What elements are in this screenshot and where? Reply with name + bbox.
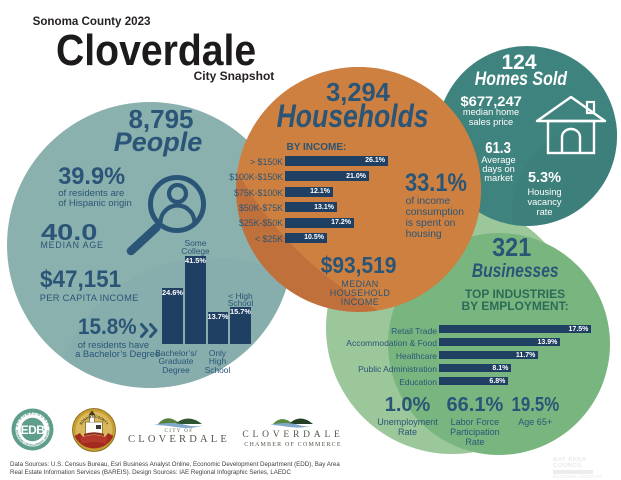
svg-text:EDB: EDB [21, 423, 46, 437]
